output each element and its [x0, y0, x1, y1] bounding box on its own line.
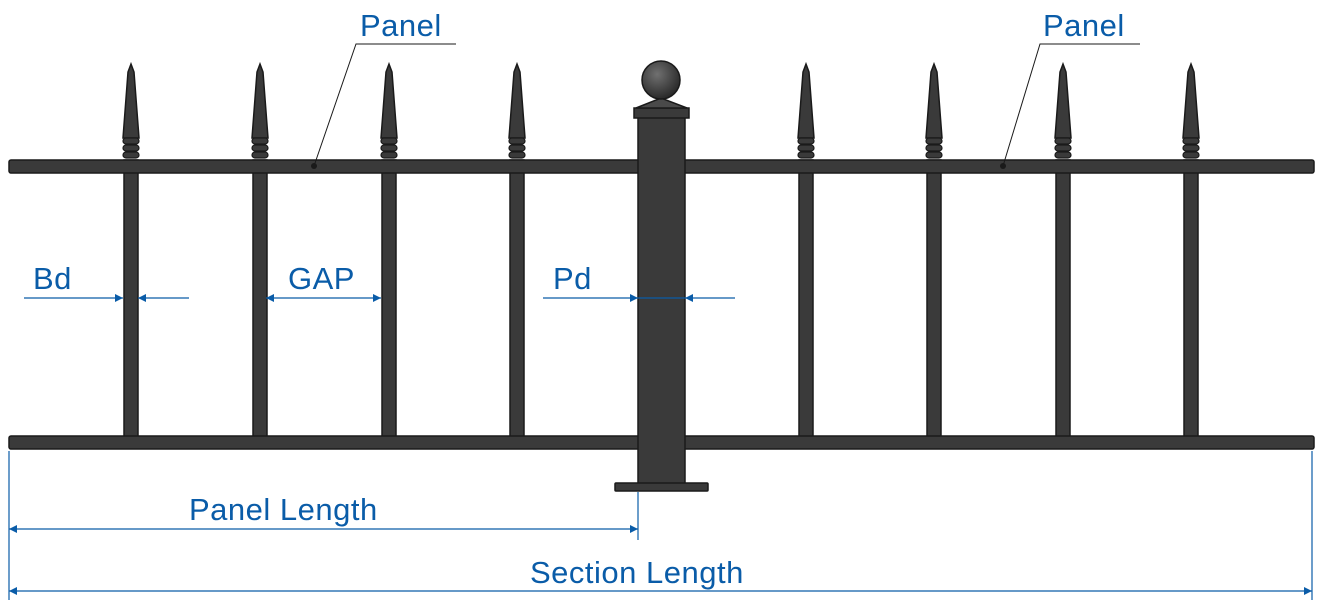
- picket-collar-ring: [1182, 144, 1200, 152]
- section-length-label: Section Length: [530, 555, 744, 590]
- picket-collar-ring: [122, 144, 140, 152]
- picket-collar-ring: [380, 144, 398, 152]
- picket-collar-ring: [797, 137, 815, 145]
- panel-right-leader-dot: [1000, 163, 1006, 169]
- post-cap-cone: [635, 97, 688, 109]
- picket-collar-ring: [1054, 137, 1072, 145]
- picket: [925, 61, 943, 439]
- center-post: [614, 60, 709, 492]
- picket-bar: [509, 159, 525, 439]
- fence-drawing: [8, 60, 1315, 492]
- picket-collar-ring: [251, 137, 269, 145]
- picket-bar: [798, 159, 814, 439]
- picket-collar-ring: [925, 151, 943, 159]
- panel-left-label: Panel: [360, 8, 442, 43]
- picket: [122, 61, 140, 439]
- post-base-plate: [614, 482, 709, 492]
- picket-spear-finial: [1054, 61, 1072, 139]
- picket: [797, 61, 815, 439]
- panel-left-leader: [313, 43, 456, 167]
- picket-collar-ring: [1054, 151, 1072, 159]
- picket-collar-ring: [1054, 144, 1072, 152]
- picket-spear-finial: [1182, 61, 1200, 139]
- picket-spear-finial: [925, 61, 943, 139]
- picket-spear-finial: [797, 61, 815, 139]
- pickets: [122, 61, 1200, 439]
- picket-bar: [123, 159, 139, 439]
- picket: [508, 61, 526, 439]
- panel-callouts: Panel Panel: [311, 8, 1140, 169]
- picket: [1182, 61, 1200, 439]
- picket-collar-ring: [122, 137, 140, 145]
- post-ball-finial: [641, 60, 681, 100]
- post-diameter-label: Pd: [553, 261, 592, 296]
- panel-length-dimension: Panel Length: [9, 492, 638, 533]
- picket-spear-finial: [380, 61, 398, 139]
- gap-label: GAP: [288, 261, 355, 296]
- picket-collar-ring: [1182, 137, 1200, 145]
- picket-collar-ring: [797, 151, 815, 159]
- picket-collar-ring: [122, 151, 140, 159]
- picket-bar: [381, 159, 397, 439]
- bar-diameter-label: Bd: [33, 261, 72, 296]
- top-rail-right: [681, 159, 1315, 174]
- picket: [380, 61, 398, 439]
- bar-diameter-dimension: Bd: [24, 261, 189, 302]
- picket-collar-ring: [251, 151, 269, 159]
- picket: [251, 61, 269, 439]
- picket-spear-finial: [508, 61, 526, 139]
- picket-collar-ring: [925, 137, 943, 145]
- bottom-rail-left: [8, 435, 644, 450]
- picket-collar-ring: [508, 144, 526, 152]
- picket-collar-ring: [251, 144, 269, 152]
- post-cap-plate: [633, 107, 690, 119]
- panel-left-leader-dot: [311, 163, 317, 169]
- post-body: [637, 116, 686, 485]
- picket-bar: [926, 159, 942, 439]
- dimensions: Bd GAP Pd Panel Length Section Length: [8, 261, 1313, 600]
- bottom-rail-right: [681, 435, 1315, 450]
- panel-length-label: Panel Length: [189, 492, 378, 527]
- picket-spear-finial: [251, 61, 269, 139]
- top-rail-left: [8, 159, 644, 174]
- picket-bar: [1183, 159, 1199, 439]
- picket-bar: [252, 159, 268, 439]
- gap-dimension: GAP: [266, 261, 381, 302]
- panel-right-leader: [1002, 43, 1140, 167]
- post-diameter-dimension: Pd: [543, 261, 735, 302]
- picket-collar-ring: [797, 144, 815, 152]
- picket-collar-ring: [925, 144, 943, 152]
- picket-bar: [1055, 159, 1071, 439]
- picket-spear-finial: [122, 61, 140, 139]
- panel-right-label: Panel: [1043, 8, 1125, 43]
- picket-collar-ring: [380, 151, 398, 159]
- picket-collar-ring: [508, 151, 526, 159]
- section-length-dimension: Section Length: [9, 555, 1312, 595]
- picket-collar-ring: [508, 137, 526, 145]
- picket: [1054, 61, 1072, 439]
- picket-collar-ring: [1182, 151, 1200, 159]
- picket-collar-ring: [380, 137, 398, 145]
